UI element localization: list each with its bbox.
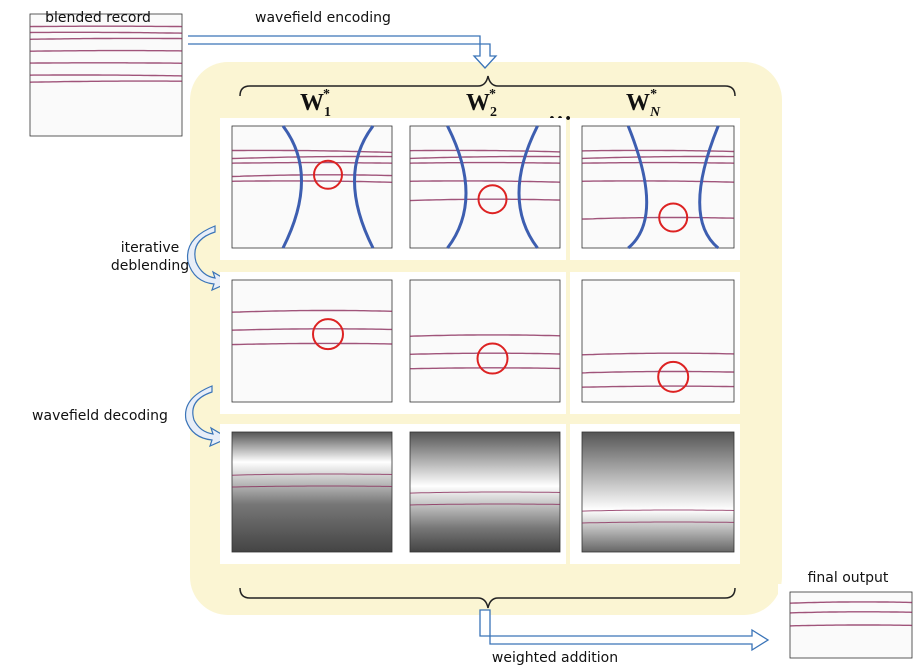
event-curve (582, 163, 734, 164)
weight-sup: * (489, 87, 496, 102)
event-curve (30, 63, 182, 64)
plot-area (232, 432, 392, 552)
weight-base: W (466, 90, 490, 116)
decoding-label: wavefield decoding (32, 408, 168, 424)
event-curve (232, 163, 392, 164)
plot-area (582, 280, 734, 402)
weight-sup: * (323, 87, 330, 102)
encoding-label: wavefield encoding (255, 10, 391, 26)
weight-base: W (300, 90, 324, 116)
addition-label: weighted addition (492, 650, 618, 666)
event-curve (410, 163, 560, 164)
weight-sub: 2 (490, 105, 497, 120)
weight-sub: 1 (324, 105, 331, 120)
plot-area (410, 280, 560, 402)
final-label: final output (808, 570, 889, 586)
weight-base: W (626, 90, 650, 116)
deblending-label: deblending (111, 258, 189, 274)
deblending-label: iterative (121, 240, 180, 256)
addition-arrow (480, 610, 768, 650)
weight-sup: * (650, 87, 657, 102)
plot-area (232, 126, 392, 248)
blended-label: blended record (45, 10, 151, 26)
plot-area (232, 280, 392, 402)
weight-sub: N (649, 105, 661, 120)
diagram: wavefield encoding iterative deblending … (0, 0, 917, 670)
event-curve (30, 51, 182, 52)
plot-area (582, 432, 734, 552)
